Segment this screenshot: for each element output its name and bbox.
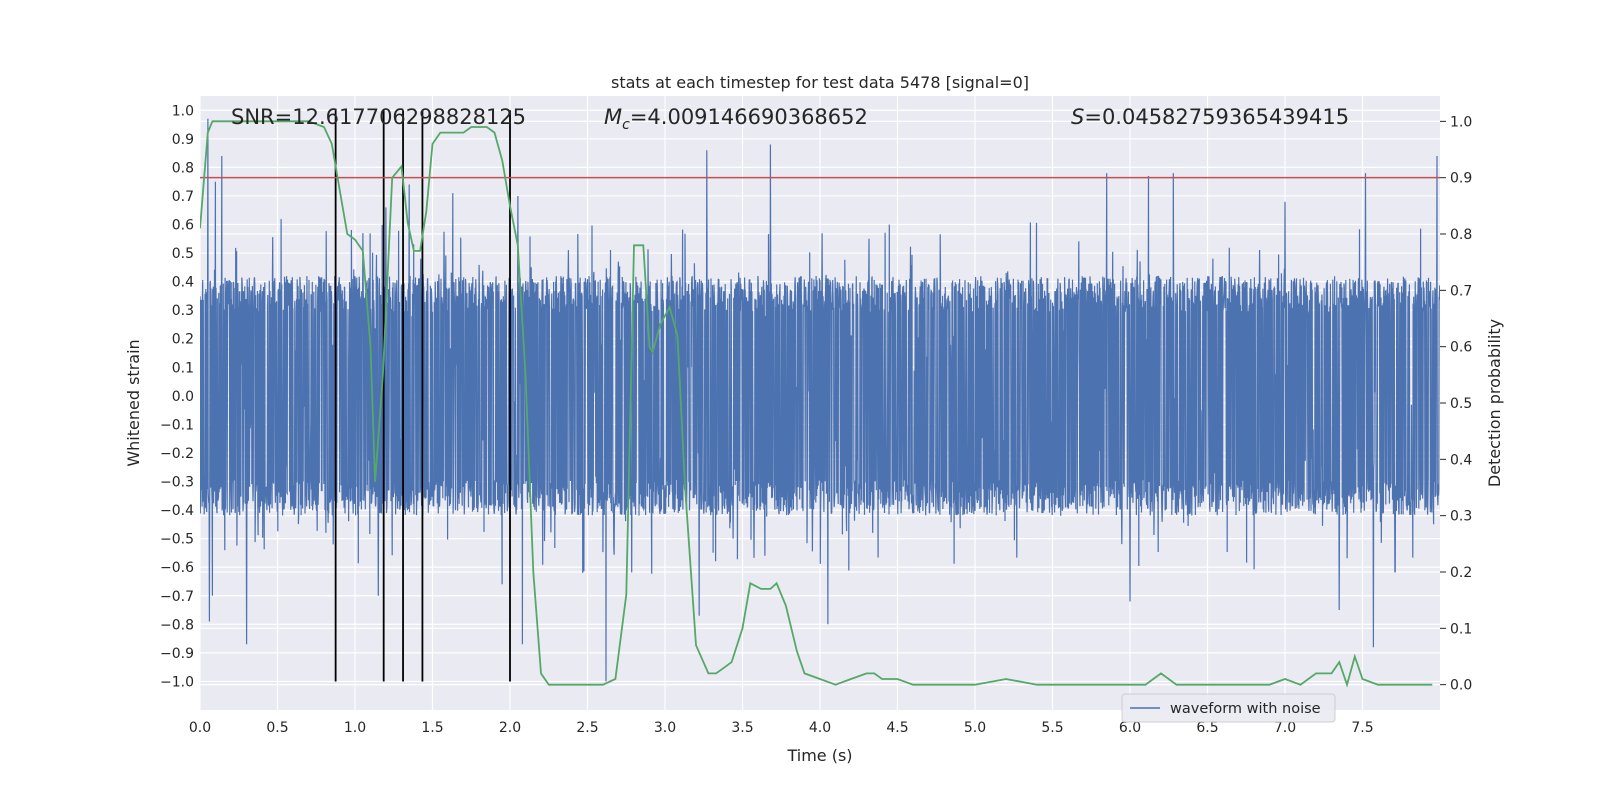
y-tick-label: −0.7 [160,589,194,605]
y-tick-label: 1.0 [172,103,194,119]
x-tick-label: 2.0 [499,720,521,736]
y-tick-label: 0.2 [172,332,194,348]
y2-tick-label: 0.4 [1450,452,1472,468]
snr-annotation: SNR=12.617706298828125 [231,105,526,129]
y-tick-label: −0.1 [160,417,194,433]
y-tick-label: 0.0 [172,389,194,405]
legend-label-waveform: waveform with noise [1170,701,1321,717]
x-tick-label: 5.0 [964,720,986,736]
y-tick-label: −0.5 [160,532,194,548]
y-tick-label: 0.4 [172,275,194,291]
x-tick-label: 0.5 [266,720,288,736]
y2-tick-label: 0.0 [1450,678,1472,694]
legend: waveform with noise [1121,693,1336,723]
strain-series [200,118,1440,682]
y-tick-label: −0.6 [160,560,194,576]
y-tick-label: −0.9 [160,646,194,662]
x-tick-label: 1.5 [421,720,443,736]
strain-waveform-line [200,118,1440,682]
legend-box [1121,693,1336,723]
x-tick-label: 0.0 [189,720,211,736]
x-axis-label: Time (s) [786,746,852,765]
y2-tick-label: 1.0 [1450,114,1472,130]
y-tick-label: 0.9 [172,132,194,148]
score-value: =0.04582759365439415 [1084,105,1349,129]
y-tick-label: 0.8 [172,160,194,176]
x-tick-label: 4.5 [886,720,908,736]
x-tick-label: 3.0 [654,720,676,736]
y-axis-label: Whitened strain [124,339,143,466]
y2-axis-ticks: 0.0 0.1 0.2 0.3 0.4 0.5 0.6 0.7 0.8 0.9 1.0 [1440,114,1472,694]
y-tick-label: −0.3 [160,475,194,491]
y-tick-label: −0.8 [160,617,194,633]
y-tick-label: −0.2 [160,446,194,462]
y2-tick-label: 0.3 [1450,509,1472,525]
x-axis-ticks: 0.0 0.5 1.0 1.5 2.0 2.5 3.0 3.5 4.0 4.5 5.0 5.5 6.0 6… [189,720,1374,736]
y2-tick-label: 0.6 [1450,340,1472,356]
y-tick-label: 0.6 [172,218,194,234]
y2-tick-label: 0.9 [1450,171,1472,187]
score-annotation: S=0.04582759365439415 [1071,105,1349,129]
y2-tick-label: 0.5 [1450,396,1472,412]
x-tick-label: 7.5 [1351,720,1373,736]
chirp-mass-symbol: M [604,105,622,129]
y-tick-label: 0.5 [172,246,194,262]
chirp-mass-annotation: Mc=4.009146690368652 [604,105,868,133]
y2-tick-label: 0.8 [1450,227,1472,243]
x-tick-label: 2.5 [576,720,598,736]
y2-tick-label: 0.1 [1450,621,1472,637]
y-tick-label: 0.3 [172,303,194,319]
x-tick-label: 5.5 [1041,720,1063,736]
x-tick-label: 1.0 [344,720,366,736]
y-tick-label: 0.1 [172,360,194,376]
x-tick-label: 4.0 [809,720,831,736]
y2-tick-label: 0.2 [1450,565,1472,581]
detection-probability-line [200,120,1433,688]
y-tick-label: 0.7 [172,189,194,205]
score-symbol: S [1071,105,1084,129]
x-tick-label: 6.0 [1119,720,1141,736]
chirp-mass-subscript: c [622,117,630,133]
y-axis-ticks: −1.0 −0.9 −0.8 −0.7 −0.6 −0.5 −0.4 −0.3 −0.2 −0.1… [160,103,194,690]
probability-series [200,120,1433,688]
x-tick-label: 7.0 [1274,720,1296,736]
y-tick-label: −1.0 [160,674,194,690]
y2-axis-label: Detection probability [1485,319,1504,487]
chart-title: stats at each timestep for test data 547… [611,73,1029,92]
chirp-mass-value: =4.009146690368652 [630,105,868,129]
x-tick-label: 3.5 [731,720,753,736]
y-tick-label: −0.4 [160,503,194,519]
y2-tick-label: 0.7 [1450,283,1472,299]
x-tick-label: 6.5 [1196,720,1218,736]
